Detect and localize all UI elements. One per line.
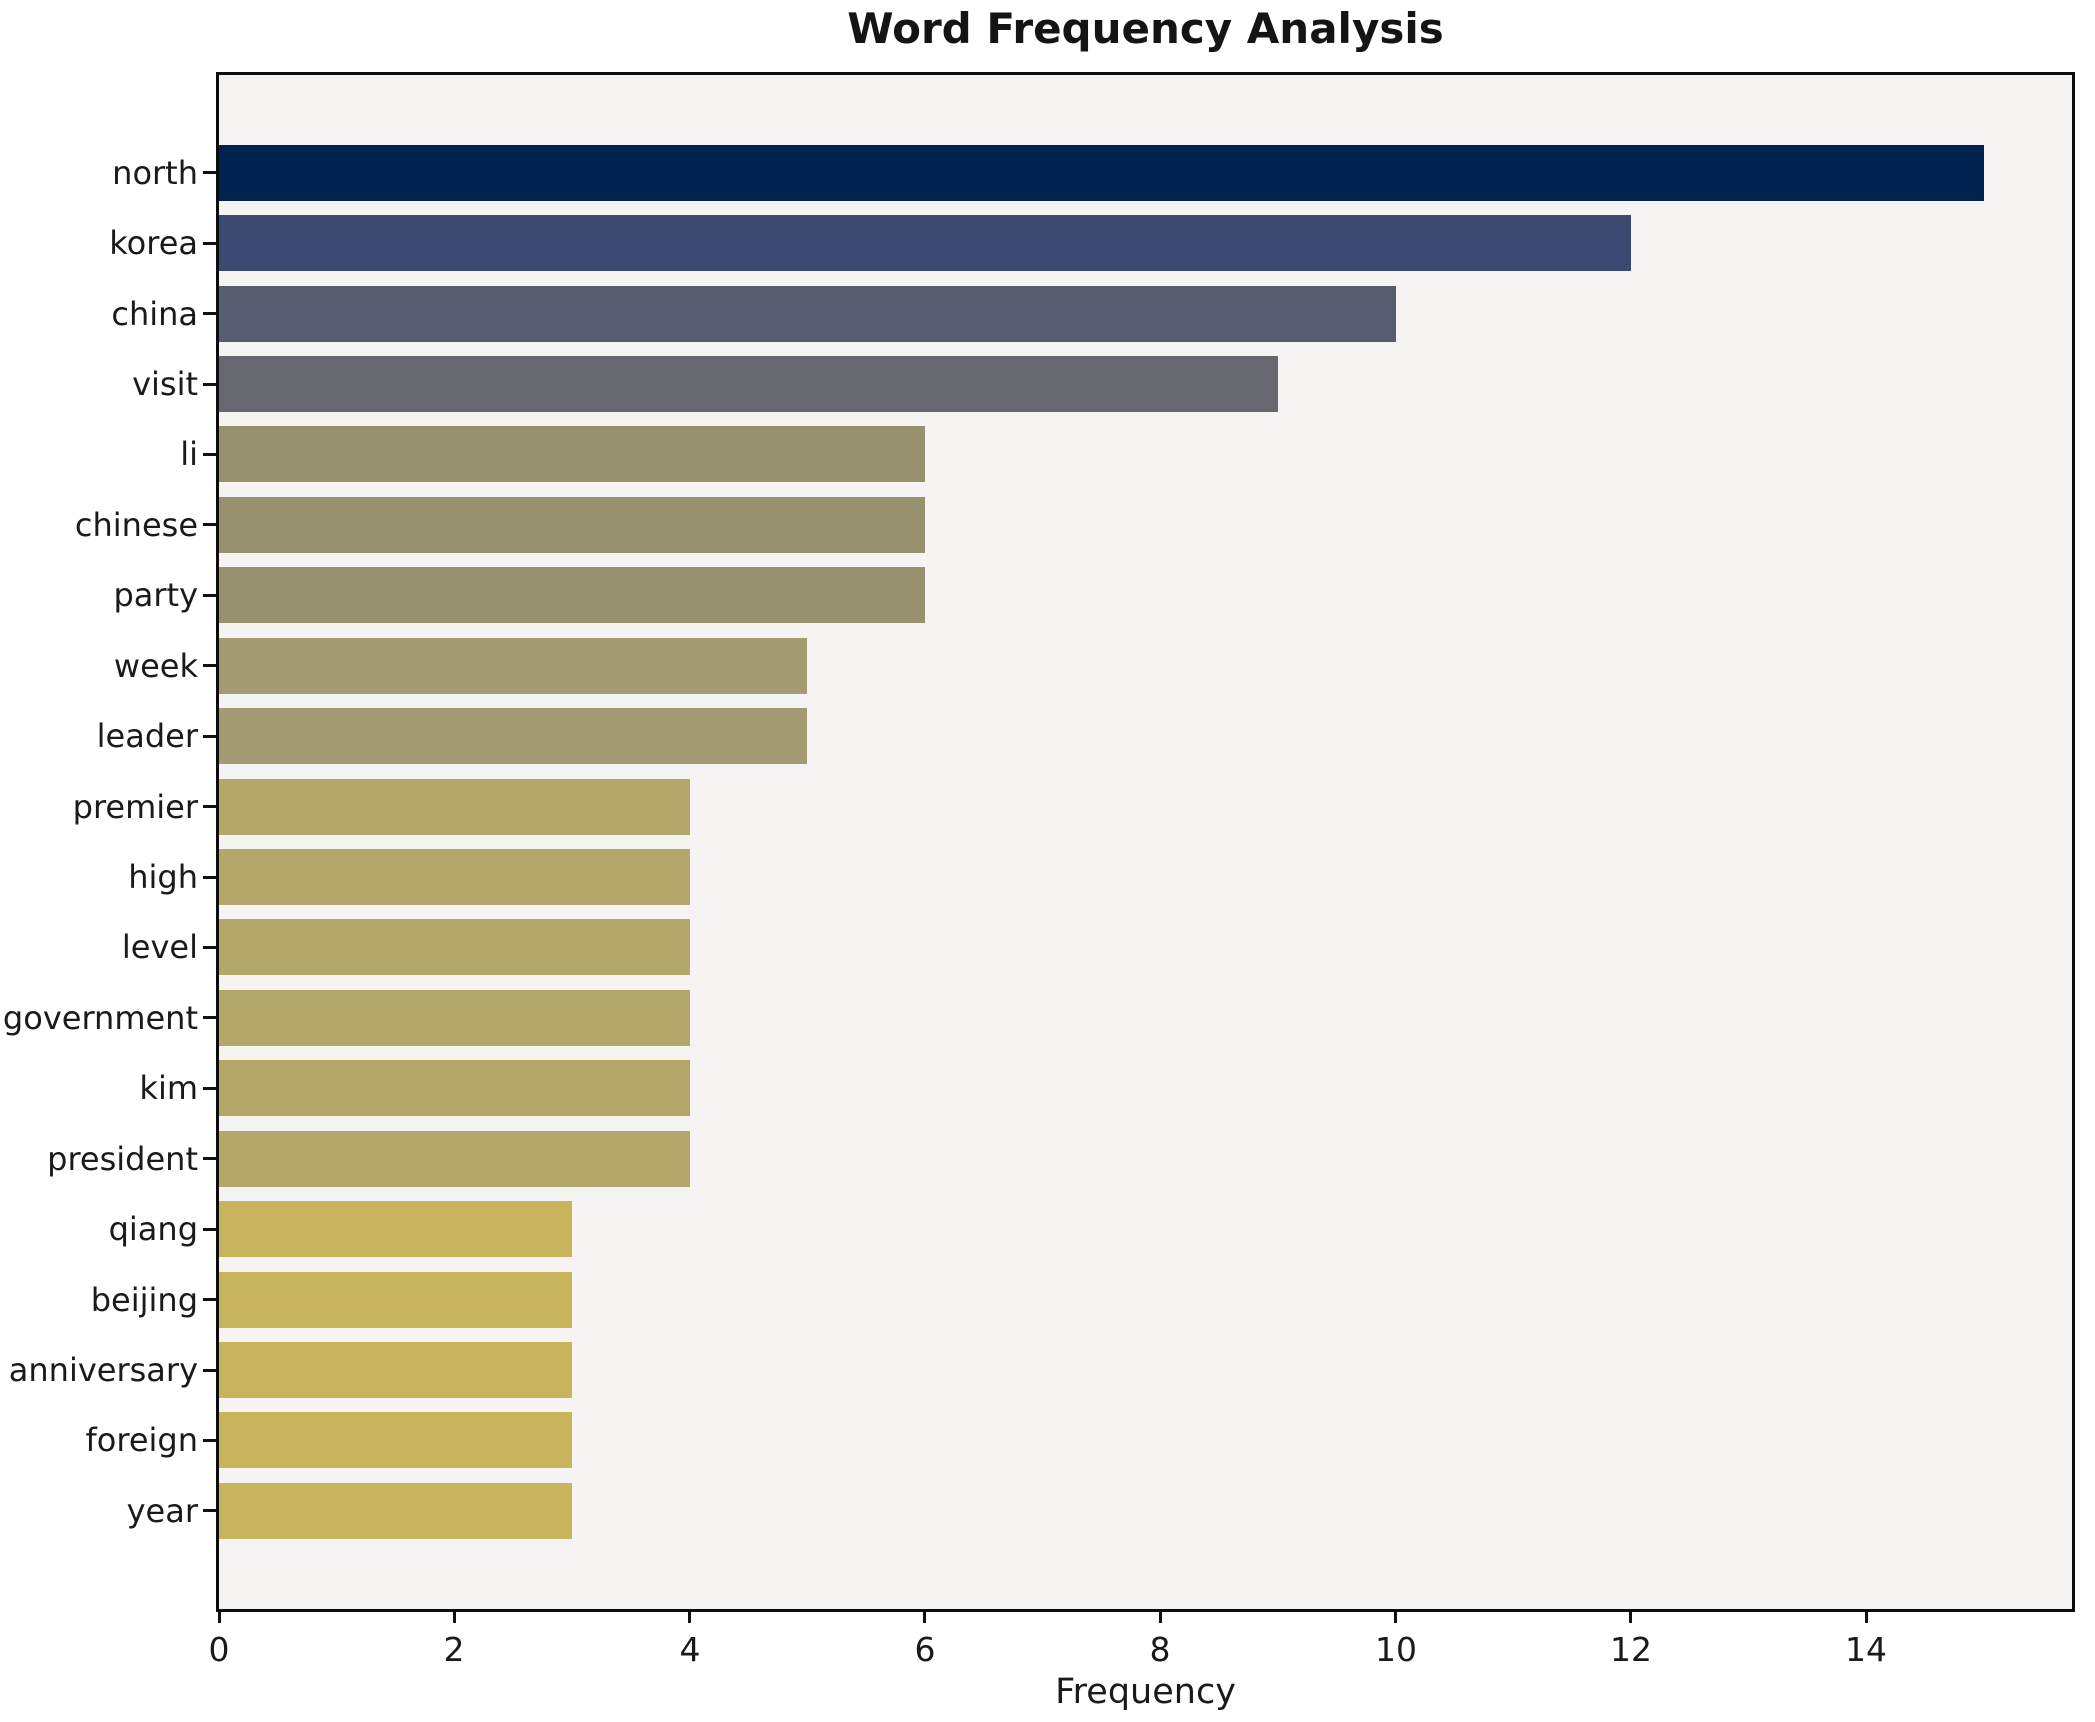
y-tick [203, 1298, 216, 1301]
x-tick [923, 1612, 926, 1623]
y-tick-label: chinese [74, 506, 198, 544]
x-tick [453, 1612, 456, 1623]
y-tick-label: president [47, 1140, 198, 1178]
bar-qiang [219, 1201, 572, 1257]
y-tick-label: li [180, 435, 198, 473]
x-tick [1159, 1612, 1162, 1623]
y-tick [203, 1016, 216, 1019]
y-tick-label: leader [96, 717, 198, 755]
bar-premier [219, 779, 690, 835]
y-tick [203, 1369, 216, 1372]
y-tick [203, 453, 216, 456]
y-tick-label: party [113, 576, 198, 614]
chart-title: Word Frequency Analysis [847, 4, 1444, 53]
y-tick [203, 876, 216, 879]
x-tick [1394, 1612, 1397, 1623]
x-tick-label: 0 [208, 1630, 230, 1669]
y-tick-label: visit [132, 365, 198, 403]
y-tick [203, 312, 216, 315]
y-tick [203, 735, 216, 738]
bar-north [219, 145, 1984, 201]
x-axis-title: Frequency [1055, 1672, 1236, 1712]
y-tick-label: north [112, 154, 198, 192]
y-tick-label: china [111, 295, 198, 333]
bar-visit [219, 356, 1278, 412]
y-tick-label: foreign [85, 1421, 198, 1459]
y-tick-label: year [126, 1492, 198, 1530]
y-tick-label: high [128, 858, 198, 896]
y-tick [203, 805, 216, 808]
x-tick-label: 12 [1610, 1630, 1652, 1669]
plot-area [216, 72, 2075, 1612]
bar-china [219, 286, 1396, 342]
bar-high [219, 849, 690, 905]
y-tick [203, 1439, 216, 1442]
x-tick-label: 8 [1149, 1630, 1171, 1669]
y-tick [203, 383, 216, 386]
bar-president [219, 1131, 690, 1187]
bar-government [219, 990, 690, 1046]
bar-li [219, 426, 925, 482]
x-tick [1629, 1612, 1632, 1623]
x-tick [218, 1612, 221, 1623]
x-tick [688, 1612, 691, 1623]
x-tick-label: 4 [679, 1630, 701, 1669]
x-tick-label: 10 [1375, 1630, 1417, 1669]
y-tick-label: week [113, 647, 198, 685]
y-tick-label: government [2, 999, 198, 1037]
bar-party [219, 567, 925, 623]
y-tick [203, 664, 216, 667]
x-tick [1865, 1612, 1868, 1623]
y-tick [203, 1228, 216, 1231]
y-tick [203, 1157, 216, 1160]
bar-korea [219, 215, 1631, 271]
bar-kim [219, 1060, 690, 1116]
bar-year [219, 1483, 572, 1539]
y-tick-label: beijing [90, 1281, 198, 1319]
y-tick-label: level [121, 928, 198, 966]
y-tick-label: qiang [108, 1210, 198, 1248]
y-tick [203, 1087, 216, 1090]
bar-week [219, 638, 807, 694]
y-tick [203, 1509, 216, 1512]
bar-foreign [219, 1412, 572, 1468]
y-tick-label: anniversary [8, 1351, 198, 1389]
y-tick-label: kim [139, 1069, 198, 1107]
x-tick-label: 14 [1845, 1630, 1887, 1669]
y-tick [203, 594, 216, 597]
x-tick-label: 6 [914, 1630, 936, 1669]
y-tick-label: korea [109, 224, 198, 262]
y-tick-label: premier [72, 788, 198, 826]
bar-leader [219, 708, 807, 764]
y-tick [203, 523, 216, 526]
y-tick [203, 242, 216, 245]
bar-beijing [219, 1272, 572, 1328]
bar-level [219, 919, 690, 975]
bar-chinese [219, 497, 925, 553]
y-tick [203, 946, 216, 949]
bar-anniversary [219, 1342, 572, 1398]
x-tick-label: 2 [443, 1630, 465, 1669]
y-tick [203, 171, 216, 174]
